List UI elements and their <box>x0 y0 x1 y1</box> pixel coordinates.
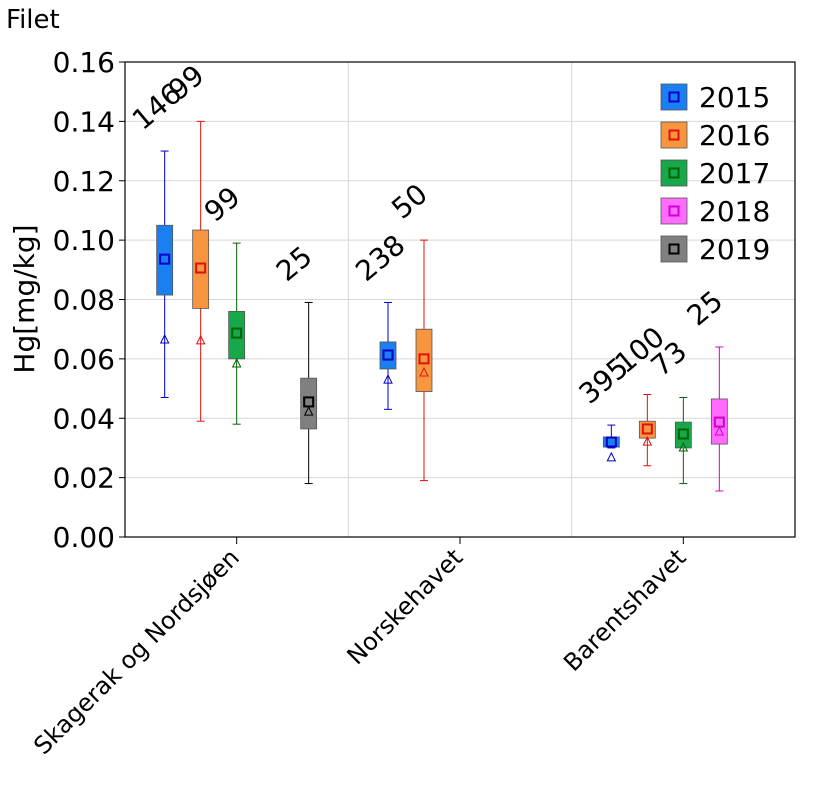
legend-marker <box>668 129 680 141</box>
legend-label: 2015 <box>699 81 770 114</box>
legend-swatch <box>660 83 688 111</box>
legend-label: 2018 <box>699 195 770 228</box>
y-tick-label: 0.00 <box>53 521 115 554</box>
median-marker <box>303 406 314 416</box>
box <box>156 224 174 296</box>
count-label: 25 <box>270 240 319 288</box>
mean-marker <box>303 396 315 408</box>
legend-marker <box>668 91 680 103</box>
mean-marker <box>677 428 689 440</box>
y-tick-label: 0.04 <box>53 402 115 435</box>
mean-marker <box>382 349 394 361</box>
y-tick-label: 0.14 <box>53 105 115 138</box>
median-marker <box>231 357 242 368</box>
box <box>379 341 397 370</box>
y-tick-label: 0.16 <box>53 46 115 79</box>
mean-marker <box>418 353 430 365</box>
legend-marker <box>668 243 680 255</box>
legend-label: 2016 <box>699 119 770 152</box>
legend-label: 2019 <box>699 233 770 266</box>
x-tick-label: Barentshavet <box>558 543 691 676</box>
median-marker <box>383 373 393 384</box>
y-axis-label: Hg[mg/kg] <box>8 224 41 373</box>
mean-marker <box>159 253 171 265</box>
mean-marker <box>605 436 617 448</box>
x-tick-label: Skagerak og Nordsjøen <box>28 543 245 760</box>
legend-label: 2017 <box>699 157 770 190</box>
mean-marker <box>195 262 207 274</box>
legend-swatch <box>660 197 688 225</box>
y-tick-label: 0.10 <box>53 224 115 257</box>
legend-swatch <box>660 235 688 263</box>
box <box>415 328 433 392</box>
y-tick-label: 0.08 <box>53 284 115 317</box>
plot-frame <box>124 61 796 538</box>
median-marker <box>195 334 206 345</box>
median-marker <box>159 333 170 344</box>
box <box>300 377 318 430</box>
box <box>710 398 728 445</box>
mean-marker <box>231 327 243 339</box>
count-label: 25 <box>681 284 730 332</box>
median-marker <box>419 366 429 377</box>
count-label: 99 <box>198 180 247 228</box>
mean-marker <box>713 416 725 428</box>
count-label: 238 <box>349 228 411 288</box>
box <box>228 310 246 360</box>
median-marker <box>714 425 725 436</box>
y-tick-label: 0.02 <box>53 462 115 495</box>
x-tick-label: Norskehavet <box>342 543 469 670</box>
legend-swatch <box>660 159 688 187</box>
legend-marker <box>668 205 680 217</box>
y-tick-label: 0.06 <box>53 343 115 376</box>
legend-swatch <box>660 121 688 149</box>
chart-title: Filet <box>6 5 60 35</box>
box <box>192 229 210 309</box>
median-marker <box>642 435 653 446</box>
y-tick-label: 0.12 <box>53 165 115 198</box>
legend-marker <box>668 167 680 179</box>
median-marker <box>678 441 689 452</box>
mean-marker <box>641 423 653 435</box>
median-marker <box>606 451 617 462</box>
count-label: 50 <box>385 177 434 225</box>
